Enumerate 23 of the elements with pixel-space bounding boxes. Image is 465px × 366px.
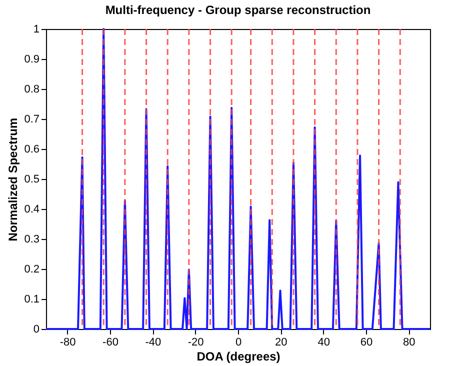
x-axis-title: DOA (degrees) [196, 350, 280, 364]
y-tick-label: 1 [33, 24, 40, 36]
x-tick-label: 20 [275, 336, 288, 348]
y-tick-label: 0.7 [24, 114, 40, 126]
x-tick-label: -20 [188, 336, 204, 348]
y-tick-label: 0.2 [24, 264, 40, 276]
x-tick-label: -60 [102, 336, 118, 348]
y-tick-label: 0.8 [24, 84, 40, 96]
x-tick-label: 60 [360, 336, 373, 348]
y-tick-label: 0.5 [24, 174, 40, 186]
y-axis-title: Normalized Spectrum [6, 118, 20, 242]
y-tick-label: 0 [33, 324, 40, 336]
x-tick-label: -40 [145, 336, 162, 348]
x-tick-label: -80 [60, 336, 76, 348]
chart-title: Multi-frequency - Group sparse reconstruction [105, 3, 371, 17]
x-tick-label: 0 [235, 336, 242, 348]
y-tick-label: 0.3 [24, 234, 40, 246]
y-tick-label: 0.1 [24, 294, 40, 306]
y-tick-label: 0.9 [24, 54, 40, 66]
y-tick-label: 0.4 [24, 204, 40, 216]
x-tick-label: 40 [318, 336, 330, 348]
y-tick-label: 0.6 [24, 144, 40, 156]
x-tick-label: 80 [403, 336, 416, 348]
